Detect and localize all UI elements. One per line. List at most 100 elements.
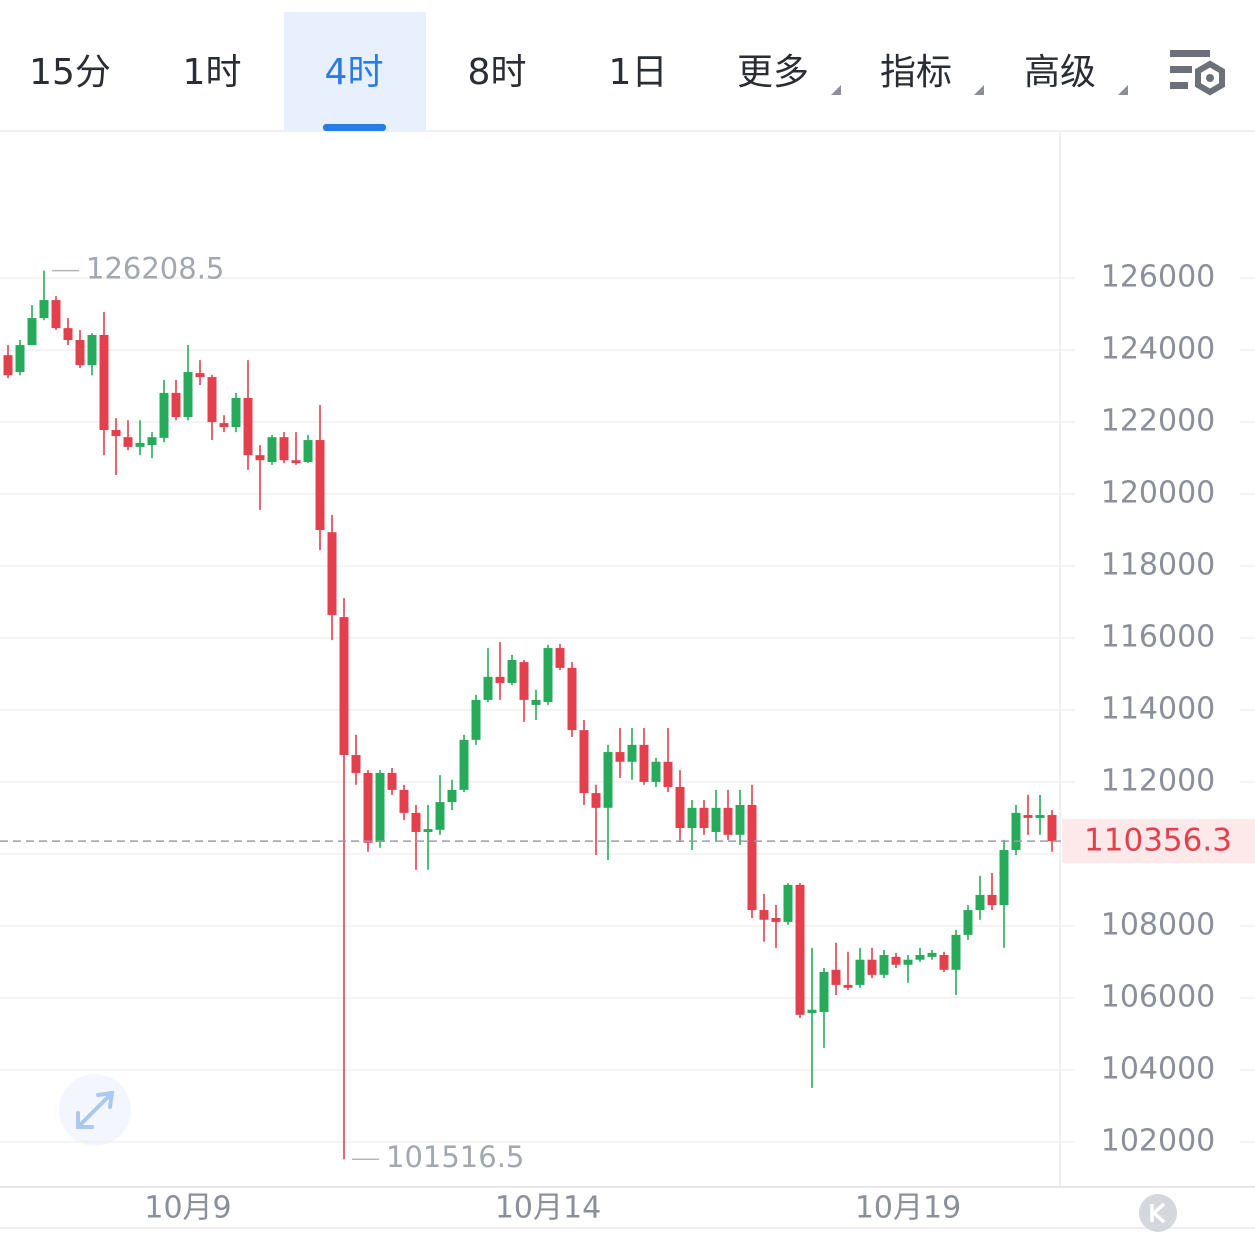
candle-body (963, 910, 973, 935)
candle-body (975, 894, 985, 911)
candle-body (1035, 815, 1045, 818)
candle-body (147, 437, 157, 446)
tab-label[interactable]: 高级 (1024, 52, 1096, 93)
tab-label[interactable]: 更多 (737, 52, 809, 93)
candle-body (915, 955, 925, 960)
icon-bar (1170, 82, 1188, 89)
candle-body (27, 318, 37, 346)
y-tick-label: 106000 (1101, 979, 1216, 1014)
last-price-label: 110356.3 (1084, 823, 1232, 859)
candle-body (459, 739, 469, 790)
candle-body (987, 894, 997, 906)
icon-gear (1195, 60, 1225, 96)
y-tick-label: 126000 (1101, 260, 1216, 295)
candle-body (435, 802, 445, 830)
candle-body (1047, 815, 1057, 842)
y-tick-label: 118000 (1101, 548, 1216, 583)
y-tick-label: 120000 (1101, 476, 1216, 511)
candle-body (327, 532, 337, 615)
candle-body (243, 397, 253, 456)
tab-label[interactable]: 4时 (325, 52, 384, 93)
candle-body (375, 772, 385, 843)
candle-body (111, 429, 121, 437)
tab-label[interactable]: 8时 (468, 52, 527, 93)
candle-body (63, 328, 73, 341)
candle-body (555, 648, 565, 668)
candle-body (1011, 812, 1021, 850)
candle-body (183, 372, 193, 418)
y-tick-label: 104000 (1101, 1051, 1216, 1086)
y-tick-label: 112000 (1101, 763, 1216, 798)
scroll-button[interactable] (1139, 1194, 1177, 1232)
candle-body (447, 789, 457, 803)
candle-body (75, 340, 85, 366)
candle-body (759, 910, 769, 920)
candle-body (303, 440, 313, 463)
candle-body (279, 437, 289, 461)
candle-body (171, 392, 181, 418)
y-tick-label: 116000 (1101, 619, 1216, 654)
candle-body (807, 1009, 817, 1013)
candle-body (519, 662, 529, 700)
candle-body (939, 955, 949, 970)
candle-body (735, 804, 745, 835)
candle-body (783, 884, 793, 922)
tab-label[interactable]: 指标 (880, 52, 952, 93)
candle-body (723, 807, 733, 835)
dropdown-arrow (831, 85, 841, 95)
candle-body (927, 952, 937, 957)
candle-body (15, 345, 25, 373)
candle-body (675, 786, 685, 829)
candle-body (531, 699, 541, 705)
tab-label[interactable]: 15分 (29, 52, 111, 93)
x-tick-label: 10月9 (144, 1191, 231, 1226)
candle-body (3, 355, 13, 376)
candle-body (159, 392, 169, 438)
icon-bar (1170, 50, 1210, 57)
candle-body (423, 829, 433, 832)
candle-body (747, 804, 757, 911)
tab-label[interactable]: 1日 (609, 52, 668, 93)
candle-body (219, 423, 229, 428)
y-tick-label: 122000 (1101, 404, 1216, 439)
candle-body (903, 959, 913, 965)
icon-bar (1170, 66, 1192, 73)
candle-body (615, 752, 625, 762)
candle-body (291, 460, 301, 464)
candle-body (471, 699, 481, 740)
candle-body (411, 812, 421, 832)
candles (3, 270, 1057, 1160)
candle-body (39, 300, 49, 319)
candle-body (579, 730, 589, 794)
tab-label[interactable]: 1时 (183, 52, 242, 93)
candle-body (627, 744, 637, 762)
expand-glyph (76, 1090, 115, 1129)
candle-body (207, 377, 217, 423)
icon-gear-center (1206, 74, 1214, 82)
candle-body (507, 659, 517, 683)
candle-body (699, 807, 709, 829)
dropdown-arrow (974, 85, 984, 95)
candle-body (51, 300, 61, 329)
candle-body (687, 807, 697, 829)
x-tick-label: 10月19 (855, 1191, 961, 1226)
candle-body (843, 984, 853, 988)
candle-body (891, 956, 901, 965)
candle-body (951, 934, 961, 970)
scroll-glyph (1150, 1202, 1166, 1224)
min-label: 101516.5 (386, 1140, 524, 1174)
settings-icon[interactable] (1170, 50, 1225, 96)
candle-body (495, 676, 505, 683)
candle-body (123, 437, 133, 447)
candle-body (255, 455, 265, 461)
candle-body (819, 971, 829, 1012)
candle-body (231, 397, 241, 428)
active-tab-indicator (323, 124, 386, 131)
candle-body (639, 744, 649, 782)
expand-button[interactable] (59, 1074, 131, 1146)
y-tick-label: 124000 (1101, 332, 1216, 367)
candle-body (867, 959, 877, 975)
candle-body (543, 648, 553, 703)
candle-body (387, 772, 397, 790)
